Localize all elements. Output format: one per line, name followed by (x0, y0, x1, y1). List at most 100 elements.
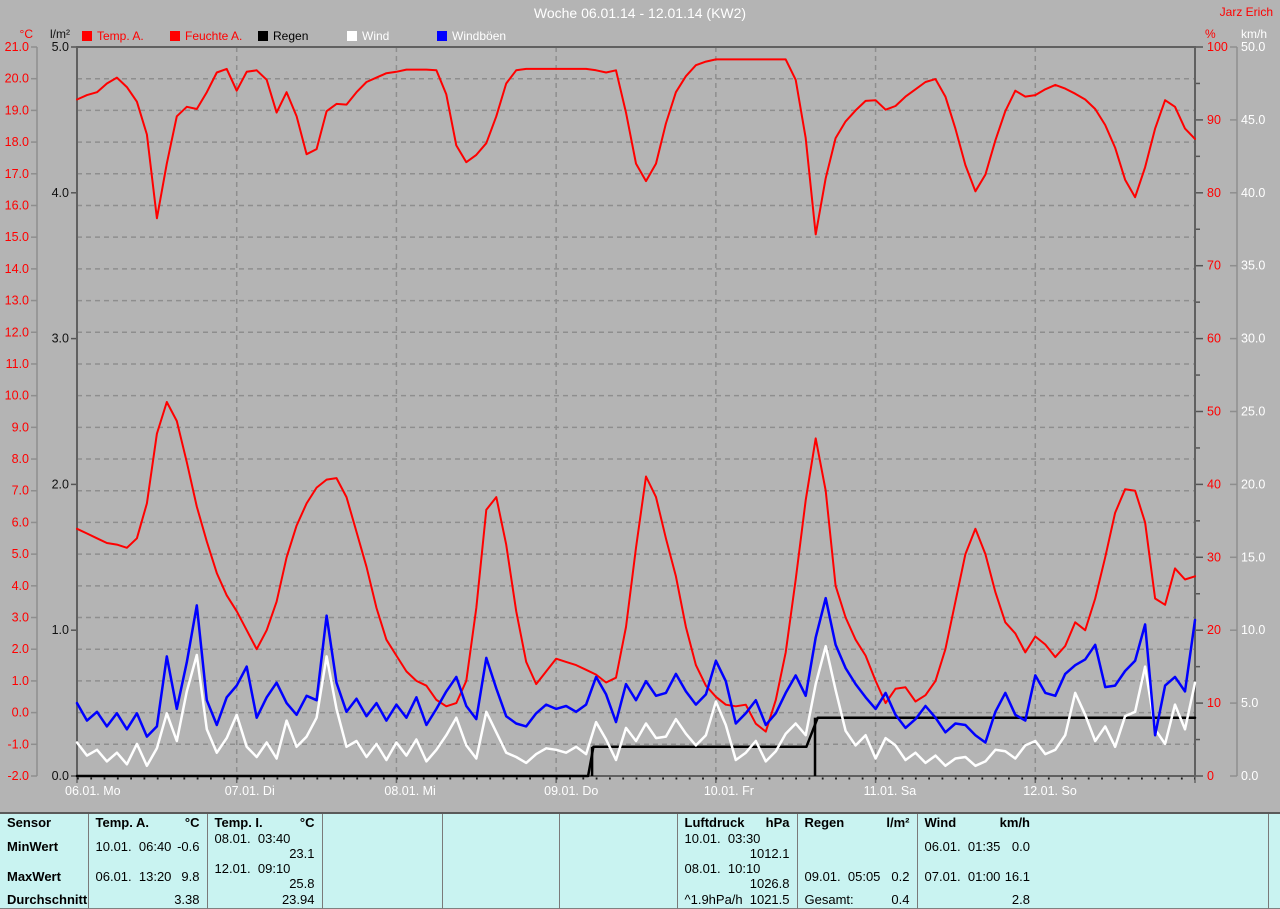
table-filler-cell (1037, 813, 1268, 831)
svg-text:20: 20 (1207, 623, 1221, 637)
table-cell (558, 891, 677, 909)
table-row-label: MaxWert (7, 868, 61, 884)
svg-text:21.0: 21.0 (5, 40, 29, 54)
legend-label-windboeen: Windböen (452, 29, 507, 43)
svg-text:16.0: 16.0 (5, 198, 29, 212)
legend-swatch-wind (347, 31, 357, 41)
legend-swatch-regen (258, 31, 268, 41)
table-filler-cell (1037, 891, 1268, 909)
table-filler-cell (1037, 831, 1268, 861)
svg-text:0.0: 0.0 (52, 769, 69, 783)
table-cell (796, 831, 917, 861)
svg-text:14.0: 14.0 (5, 262, 29, 276)
table-cell (321, 813, 442, 831)
legend-label-feuchte-a: Feuchte A. (185, 29, 243, 43)
table-cell: Regen l/m² (796, 813, 917, 831)
svg-text:9.0: 9.0 (12, 420, 29, 434)
table-cell: 23.94 (206, 891, 322, 909)
table-cell: 08.01. 10:10 1026.8 (676, 861, 797, 891)
rain-axis-unit: l/m² (50, 27, 70, 41)
svg-text:12.01. So: 12.01. So (1023, 784, 1077, 798)
legend-swatch-feuchte-a (170, 31, 180, 41)
svg-text:20.0: 20.0 (1241, 477, 1265, 491)
legend-label-temp-a: Temp. A. (97, 29, 144, 43)
x-axis-labels: 06.01. Mo 07.01. Di 08.01. Mi 09.01. Do 10.0… (65, 784, 1077, 798)
table-cell: 06.01. 01:35 0.0 (916, 831, 1037, 861)
table-edge-cell (1267, 813, 1280, 831)
svg-text:10.0: 10.0 (5, 389, 29, 403)
axis-windspeed-labels: 50.0 45.0 40.0 35.0 30.0 25.0 20.0 15.0 10.0 5.0 0… (1230, 40, 1265, 783)
table-cell (441, 861, 559, 891)
svg-text:6.0: 6.0 (12, 515, 29, 529)
svg-text:0.0: 0.0 (1241, 769, 1258, 783)
svg-text:25.0: 25.0 (1241, 405, 1265, 419)
table-cell: 12.01. 09:10 25.8 (206, 861, 322, 891)
svg-text:2.0: 2.0 (52, 477, 69, 491)
svg-text:30: 30 (1207, 550, 1221, 564)
axis-temp-labels: 21.0 20.0 19.0 18.0 17.0 16.0 15.0 14.0 13.0 12.0… (5, 40, 37, 783)
svg-text:0: 0 (1207, 769, 1214, 783)
svg-text:15.0: 15.0 (5, 230, 29, 244)
table-edge-cell (1267, 831, 1280, 861)
table-edge-cell (1267, 861, 1280, 891)
series-feuchte-a (76, 58, 1196, 236)
table-cell: 08.01. 03:40 23.1 (206, 831, 322, 861)
legend-swatch-windboeen (437, 31, 447, 41)
svg-text:1.0: 1.0 (12, 674, 29, 688)
table-cell: 07.01. 01:00 16.1 (916, 861, 1037, 891)
svg-text:20.0: 20.0 (5, 72, 29, 86)
svg-text:1.0: 1.0 (52, 623, 69, 637)
page-title: Woche 06.01.14 - 12.01.14 (KW2) (533, 5, 747, 21)
gridlines (77, 47, 1195, 776)
chart-legend: Temp. A. Feuchte A. Regen Wind Windböen (0, 29, 1280, 45)
svg-text:5.0: 5.0 (1241, 696, 1258, 710)
svg-text:60: 60 (1207, 332, 1221, 346)
table-filler-cell (1037, 861, 1268, 891)
svg-text:10: 10 (1207, 696, 1221, 710)
svg-text:50: 50 (1207, 405, 1221, 419)
table-cell (441, 813, 559, 831)
table-cell (321, 831, 442, 861)
table-cell: Gesamt: 0.4 (796, 891, 917, 909)
svg-text:-1.0: -1.0 (7, 737, 29, 751)
table-cell (558, 813, 677, 831)
temp-axis-unit: °C (19, 27, 33, 41)
svg-text:10.01. Fr: 10.01. Fr (704, 784, 754, 798)
svg-text:-2.0: -2.0 (7, 769, 29, 783)
table-cell: 3.38 (87, 891, 207, 909)
svg-text:2.0: 2.0 (12, 642, 29, 656)
series-regen (75, 716, 1197, 778)
svg-text:13.0: 13.0 (5, 294, 29, 308)
svg-text:11.0: 11.0 (6, 357, 29, 371)
svg-text:50.0: 50.0 (1241, 40, 1265, 54)
table-row-label: Sensor (7, 815, 52, 830)
table-cell: ^1.9hPa/h 1021.5 (676, 891, 797, 909)
svg-text:90: 90 (1207, 113, 1221, 127)
table-edge-cell (1267, 891, 1280, 909)
legend-item-regen: Regen (258, 29, 308, 43)
svg-text:70: 70 (1207, 259, 1221, 273)
svg-text:0.0: 0.0 (12, 706, 29, 720)
svg-text:12.0: 12.0 (5, 325, 29, 339)
svg-text:30.0: 30.0 (1241, 332, 1265, 346)
table-cell (321, 891, 442, 909)
svg-text:06.01. Mo: 06.01. Mo (65, 784, 121, 798)
table-cell: 06.01. 13:20 9.8 (87, 861, 207, 891)
table-cell: Luftdruck hPa (676, 813, 797, 831)
svg-text:35.0: 35.0 (1241, 259, 1265, 273)
svg-text:4.0: 4.0 (12, 579, 29, 593)
legend-swatch-temp-a (82, 31, 92, 41)
weather-station-window: { "title_bar": { "title": "Woche 06.01.1… (0, 5, 1280, 909)
svg-text:10.0: 10.0 (1241, 623, 1265, 637)
svg-text:45.0: 45.0 (1241, 113, 1265, 127)
weather-chart: 21.0 20.0 19.0 18.0 17.0 16.0 15.0 14.0 13.0 12.0… (5, 40, 1266, 798)
svg-text:08.01. Mi: 08.01. Mi (384, 784, 435, 798)
svg-text:3.0: 3.0 (12, 611, 29, 625)
table-cell (441, 891, 559, 909)
svg-text:5.0: 5.0 (12, 547, 29, 561)
table-cell: 2.8 (916, 891, 1037, 909)
series-temp-a (76, 401, 1196, 733)
table-cell (558, 831, 677, 861)
table-cell: Temp. I. °C (206, 813, 322, 831)
